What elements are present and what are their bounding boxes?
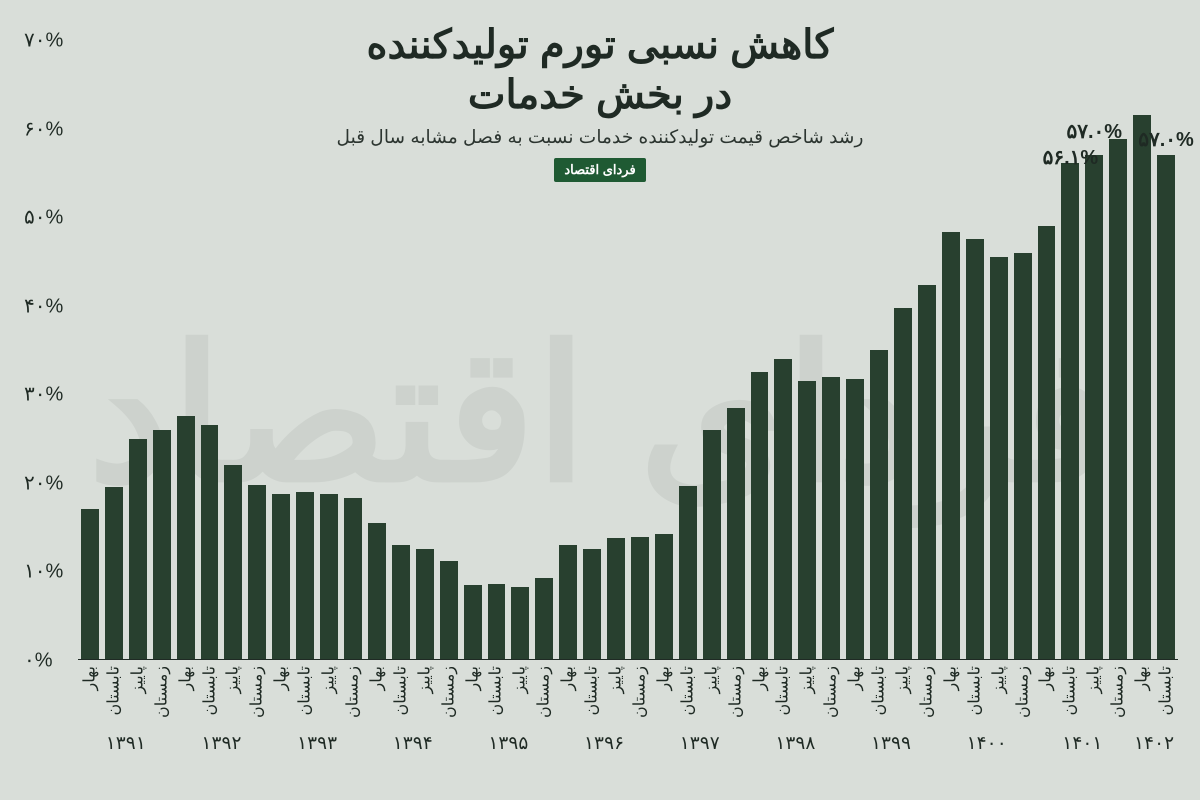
- x-tick-season: بهار: [1037, 666, 1056, 690]
- x-tick-season: تابستان: [1157, 666, 1176, 716]
- x-tick-season: پاییز: [607, 666, 626, 693]
- x-tick-year: ۱۳۹۶: [584, 732, 624, 754]
- x-tick-season: تابستان: [200, 666, 219, 716]
- x-tick-year: ۱۳۹۹: [871, 732, 911, 754]
- y-tick: ۴۰%: [24, 293, 63, 318]
- x-tick-year: ۱۳۹۸: [775, 732, 815, 754]
- y-tick: ۵۰%: [24, 205, 63, 230]
- x-tick-season: تابستان: [678, 666, 697, 716]
- x-tick-season: بهار: [176, 666, 195, 690]
- y-tick: ۲۰%: [24, 470, 63, 495]
- x-tick-season: زمستان: [822, 666, 841, 718]
- x-tick-year: ۱۴۰۱: [1062, 732, 1102, 754]
- x-tick-season: زمستان: [1109, 666, 1128, 718]
- x-tick-season: بهار: [559, 666, 578, 690]
- x-tick-season: بهار: [654, 666, 673, 690]
- x-tick-season: بهار: [367, 666, 386, 690]
- x-tick-year: ۱۳۹۷: [680, 732, 720, 754]
- x-tick-season: زمستان: [535, 666, 554, 718]
- y-tick: ۳۰%: [24, 382, 63, 407]
- x-tick-year: ۱۳۹۱: [106, 732, 146, 754]
- x-tick-season: پاییز: [128, 666, 147, 693]
- x-tick-year: ۱۳۹۴: [393, 732, 433, 754]
- title-block: کاهش نسبی تورم تولیدکننده در بخش خدمات ر…: [0, 20, 1200, 182]
- logo-badge: فردای اقتصاد: [554, 158, 645, 182]
- x-tick-season: تابستان: [774, 666, 793, 716]
- x-tick-season: زمستان: [152, 666, 171, 718]
- y-tick: ۱۰%: [24, 559, 63, 584]
- x-tick-year: ۱۴۰۲: [1134, 732, 1174, 754]
- x-tick-year: ۱۴۰۰: [967, 732, 1007, 754]
- x-tick-season: پاییز: [1085, 666, 1104, 693]
- x-tick-year: ۱۳۹۵: [488, 732, 528, 754]
- x-tick-season: زمستان: [917, 666, 936, 718]
- x-tick-year: ۱۳۹۲: [201, 732, 241, 754]
- x-tick-season: تابستان: [870, 666, 889, 716]
- x-tick-season: تابستان: [391, 666, 410, 716]
- x-tick-season: بهار: [846, 666, 865, 690]
- x-tick-season: زمستان: [344, 666, 363, 718]
- x-tick-season: بهار: [272, 666, 291, 690]
- chart-root: فردای اقتصاد کاهش نسبی تورم تولیدکننده د…: [0, 0, 1200, 800]
- x-tick-season: بهار: [750, 666, 769, 690]
- x-tick-season: پاییز: [702, 666, 721, 693]
- title-line-1: کاهش نسبی تورم تولیدکننده: [0, 20, 1200, 70]
- x-tick-season: تابستان: [1061, 666, 1080, 716]
- x-tick-season: تابستان: [296, 666, 315, 716]
- x-tick-season: پاییز: [511, 666, 530, 693]
- x-tick-season: زمستان: [630, 666, 649, 718]
- title-line-2: در بخش خدمات: [0, 70, 1200, 120]
- x-tick-season: زمستان: [1013, 666, 1032, 718]
- x-tick-season: تابستان: [487, 666, 506, 716]
- x-tick-season: تابستان: [583, 666, 602, 716]
- x-tick-year: ۱۳۹۳: [297, 732, 337, 754]
- x-tick-season: بهار: [463, 666, 482, 690]
- x-tick-season: تابستان: [965, 666, 984, 716]
- x-tick-season: پاییز: [320, 666, 339, 693]
- x-tick-season: پاییز: [415, 666, 434, 693]
- x-tick-season: بهار: [1133, 666, 1152, 690]
- subtitle: رشد شاخص قیمت تولیدکننده خدمات نسبت به ف…: [0, 126, 1200, 148]
- x-tick-season: بهار: [80, 666, 99, 690]
- x-tick-season: پاییز: [798, 666, 817, 693]
- x-tick-season: زمستان: [726, 666, 745, 718]
- x-tick-season: پاییز: [894, 666, 913, 693]
- x-tick-season: زمستان: [439, 666, 458, 718]
- y-tick: ۰%: [24, 648, 53, 673]
- x-tick-season: بهار: [941, 666, 960, 690]
- x-tick-season: تابستان: [104, 666, 123, 716]
- x-tick-season: پاییز: [224, 666, 243, 693]
- x-tick-season: پاییز: [989, 666, 1008, 693]
- x-tick-season: زمستان: [248, 666, 267, 718]
